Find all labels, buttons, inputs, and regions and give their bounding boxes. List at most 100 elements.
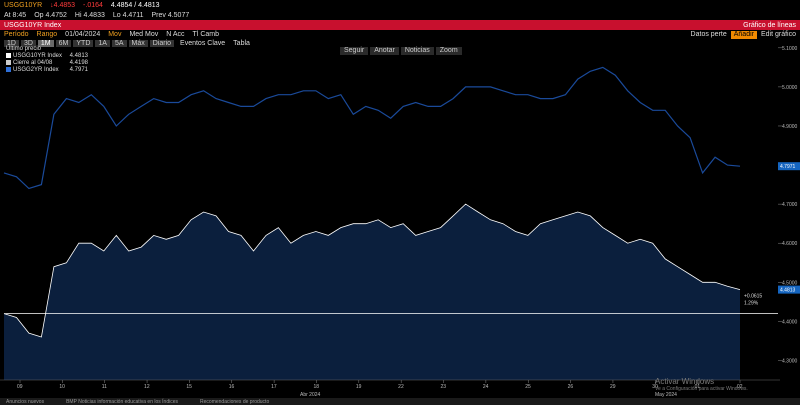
- high-value: Hi 4.4833: [74, 11, 105, 19]
- range-button-ytd[interactable]: YTD: [73, 39, 94, 47]
- legend-value: 4.4813: [69, 53, 88, 59]
- range-value[interactable]: 01/04/2024: [65, 31, 101, 38]
- range-buttons-row: 1D 3D 1M 6M YTD 1A 5A Máx Diario Eventos Clave T…: [0, 39, 800, 47]
- x-tick-label: 22: [398, 384, 404, 390]
- period-label: Período: [4, 31, 29, 38]
- range-button-1m[interactable]: 1M: [37, 39, 54, 47]
- x-month-label: Abr 2024: [300, 392, 321, 398]
- chart-actions: Seguir Anotar Noticias Zoom: [0, 47, 800, 55]
- annotate-button[interactable]: Anotar: [370, 47, 399, 55]
- prev-value: Prev 4.5077: [151, 11, 190, 19]
- export-button[interactable]: Datos perte: [690, 31, 727, 38]
- x-tick-label: 12: [144, 384, 150, 390]
- footer-item[interactable]: Anuncios nuevos: [6, 398, 45, 405]
- x-tick-label: 10: [59, 384, 65, 390]
- y-tick-label: 4.4000: [782, 319, 798, 325]
- last-price-label: 4.4813: [780, 288, 796, 294]
- range-button-5a[interactable]: 5A: [111, 39, 127, 47]
- x-tick-label: 23: [441, 384, 447, 390]
- at-time: At 8:45: [4, 11, 27, 19]
- footer-item[interactable]: Recomendaciones de producto: [200, 398, 270, 405]
- range-button-1d[interactable]: 1D: [4, 39, 19, 47]
- x-tick-label: 25: [525, 384, 531, 390]
- last-price-badge: [778, 285, 800, 294]
- mov-value[interactable]: Med Mov: [129, 31, 159, 38]
- x-tick-label: 15: [186, 384, 192, 390]
- footer-bar: Anuncios nuevos BMP Noticias información …: [0, 398, 800, 405]
- y-tick-label: 5.1000: [782, 46, 798, 52]
- legend-title: Último precio: [6, 46, 42, 52]
- range-button-6m[interactable]: 6M: [55, 39, 72, 47]
- open-value: Op 4.4752: [34, 11, 67, 19]
- x-tick-label: 16: [229, 384, 235, 390]
- low-value: Lo 4.4711: [112, 11, 144, 19]
- ten-year-area: [4, 204, 740, 380]
- y-tick-label: 4.9000: [782, 124, 798, 130]
- legend-label: USGG10YR Index: [13, 53, 63, 60]
- last-price: ↓4.4853: [50, 1, 76, 9]
- news-button[interactable]: Noticias: [400, 47, 434, 55]
- legend-row[interactable]: USGG10YR Index 4.4813: [6, 53, 88, 60]
- change-label: +0.0615: [744, 294, 762, 300]
- windows-watermark: Activar Windows Ve a Configuración para …: [655, 378, 748, 393]
- chart-type-label[interactable]: Gráfico de líneas: [743, 21, 796, 29]
- settings-toolbar: Período Rango 01/04/2024 Mov Med Mov N A…: [0, 30, 800, 39]
- quote-stats: At 8:45 Op 4.4752 Hi 4.4833 Lo 4.4711 Pr…: [0, 10, 800, 20]
- x-tick-label: 24: [483, 384, 489, 390]
- legend-rows: USGG10YR Index 4.4813 Cierre al 04/08 4.419…: [6, 53, 88, 74]
- price-chart[interactable]: 5.10005.00004.90004.80004.70004.60004.50…: [0, 40, 800, 405]
- y-tick-label: 5.0000: [782, 85, 798, 91]
- legend-label: USGG2YR Index: [13, 67, 59, 74]
- footer-item[interactable]: BMP Noticias información educativa en lo…: [66, 398, 179, 405]
- range-button-3d[interactable]: 3D: [20, 39, 36, 47]
- range-button-diario[interactable]: Diario: [149, 39, 175, 47]
- legend-swatch: [6, 53, 11, 58]
- x-month-label: May 2024: [655, 392, 677, 398]
- range-button-group: 1D 3D 1M 6M YTD 1A 5A Máx Diario: [0, 39, 176, 47]
- edit-chart-button[interactable]: Edit gráfico: [760, 31, 796, 38]
- security-title[interactable]: USGG10YR Index: [4, 21, 62, 29]
- cambio-label[interactable]: Tl Camb: [192, 31, 219, 38]
- watermark-subtitle: Ve a Configuración para activar Windows.: [655, 386, 748, 392]
- x-tick-label: 19: [356, 384, 362, 390]
- zoom-button[interactable]: Zoom: [435, 47, 462, 55]
- acc-label[interactable]: N Acc: [166, 31, 185, 38]
- two-year-line: [3, 66, 741, 190]
- x-tick-label: 18: [313, 384, 319, 390]
- legend-value: 4.4198: [69, 60, 88, 67]
- x-tick-label: 17: [271, 384, 277, 390]
- ten-year-line: [3, 203, 741, 338]
- y-tick-label: 4.7000: [782, 202, 798, 208]
- legend-swatch: [6, 67, 11, 73]
- range-button-máx[interactable]: Máx: [128, 39, 148, 47]
- x-tick-label: 09: [17, 384, 23, 390]
- chart-legend: Último precio USGG10YR Index 4.4813 Cierre…: [6, 46, 88, 74]
- x-tick-label: 11: [102, 384, 107, 390]
- mov-label: Mov: [108, 31, 122, 38]
- follow-button[interactable]: Seguir: [340, 47, 369, 55]
- y-tick-label: 4.3000: [782, 358, 798, 364]
- legend-swatch: [6, 60, 11, 66]
- y-axis-panel: [780, 40, 800, 385]
- legend-row[interactable]: USGG2YR Index 4.7971: [6, 67, 88, 74]
- price-change: -.0164: [83, 1, 103, 9]
- tabla-toggle[interactable]: Tabla: [233, 39, 250, 47]
- x-tick-label: 02: [737, 384, 743, 390]
- quote-header: USGG10YR ↓4.4853 -.0164 4.4854 / 4.4813: [0, 0, 800, 10]
- legend-label: Cierre al 04/08: [13, 60, 53, 67]
- events-toggle[interactable]: Eventos Clave: [180, 39, 226, 47]
- x-tick-label: 30: [652, 384, 658, 390]
- range-label: Rango: [36, 31, 58, 38]
- legend-value: 4.7971: [69, 67, 88, 74]
- legend-row[interactable]: Cierre al 04/08 4.4198: [6, 60, 88, 67]
- add-button[interactable]: Añadir: [730, 30, 757, 39]
- last-price-badge: [778, 162, 800, 171]
- range-button-1a[interactable]: 1A: [95, 39, 110, 47]
- x-tick-label: 29: [610, 384, 616, 390]
- title-bar: USGG10YR Index Gráfico de líneas: [0, 20, 800, 30]
- y-tick-label: 4.5000: [782, 280, 798, 286]
- ticker[interactable]: USGG10YR: [4, 1, 43, 9]
- last-price-label: 4.7971: [780, 164, 796, 170]
- pct-change-label: 1.29%: [744, 301, 759, 307]
- y-tick-label: 4.6000: [782, 241, 798, 247]
